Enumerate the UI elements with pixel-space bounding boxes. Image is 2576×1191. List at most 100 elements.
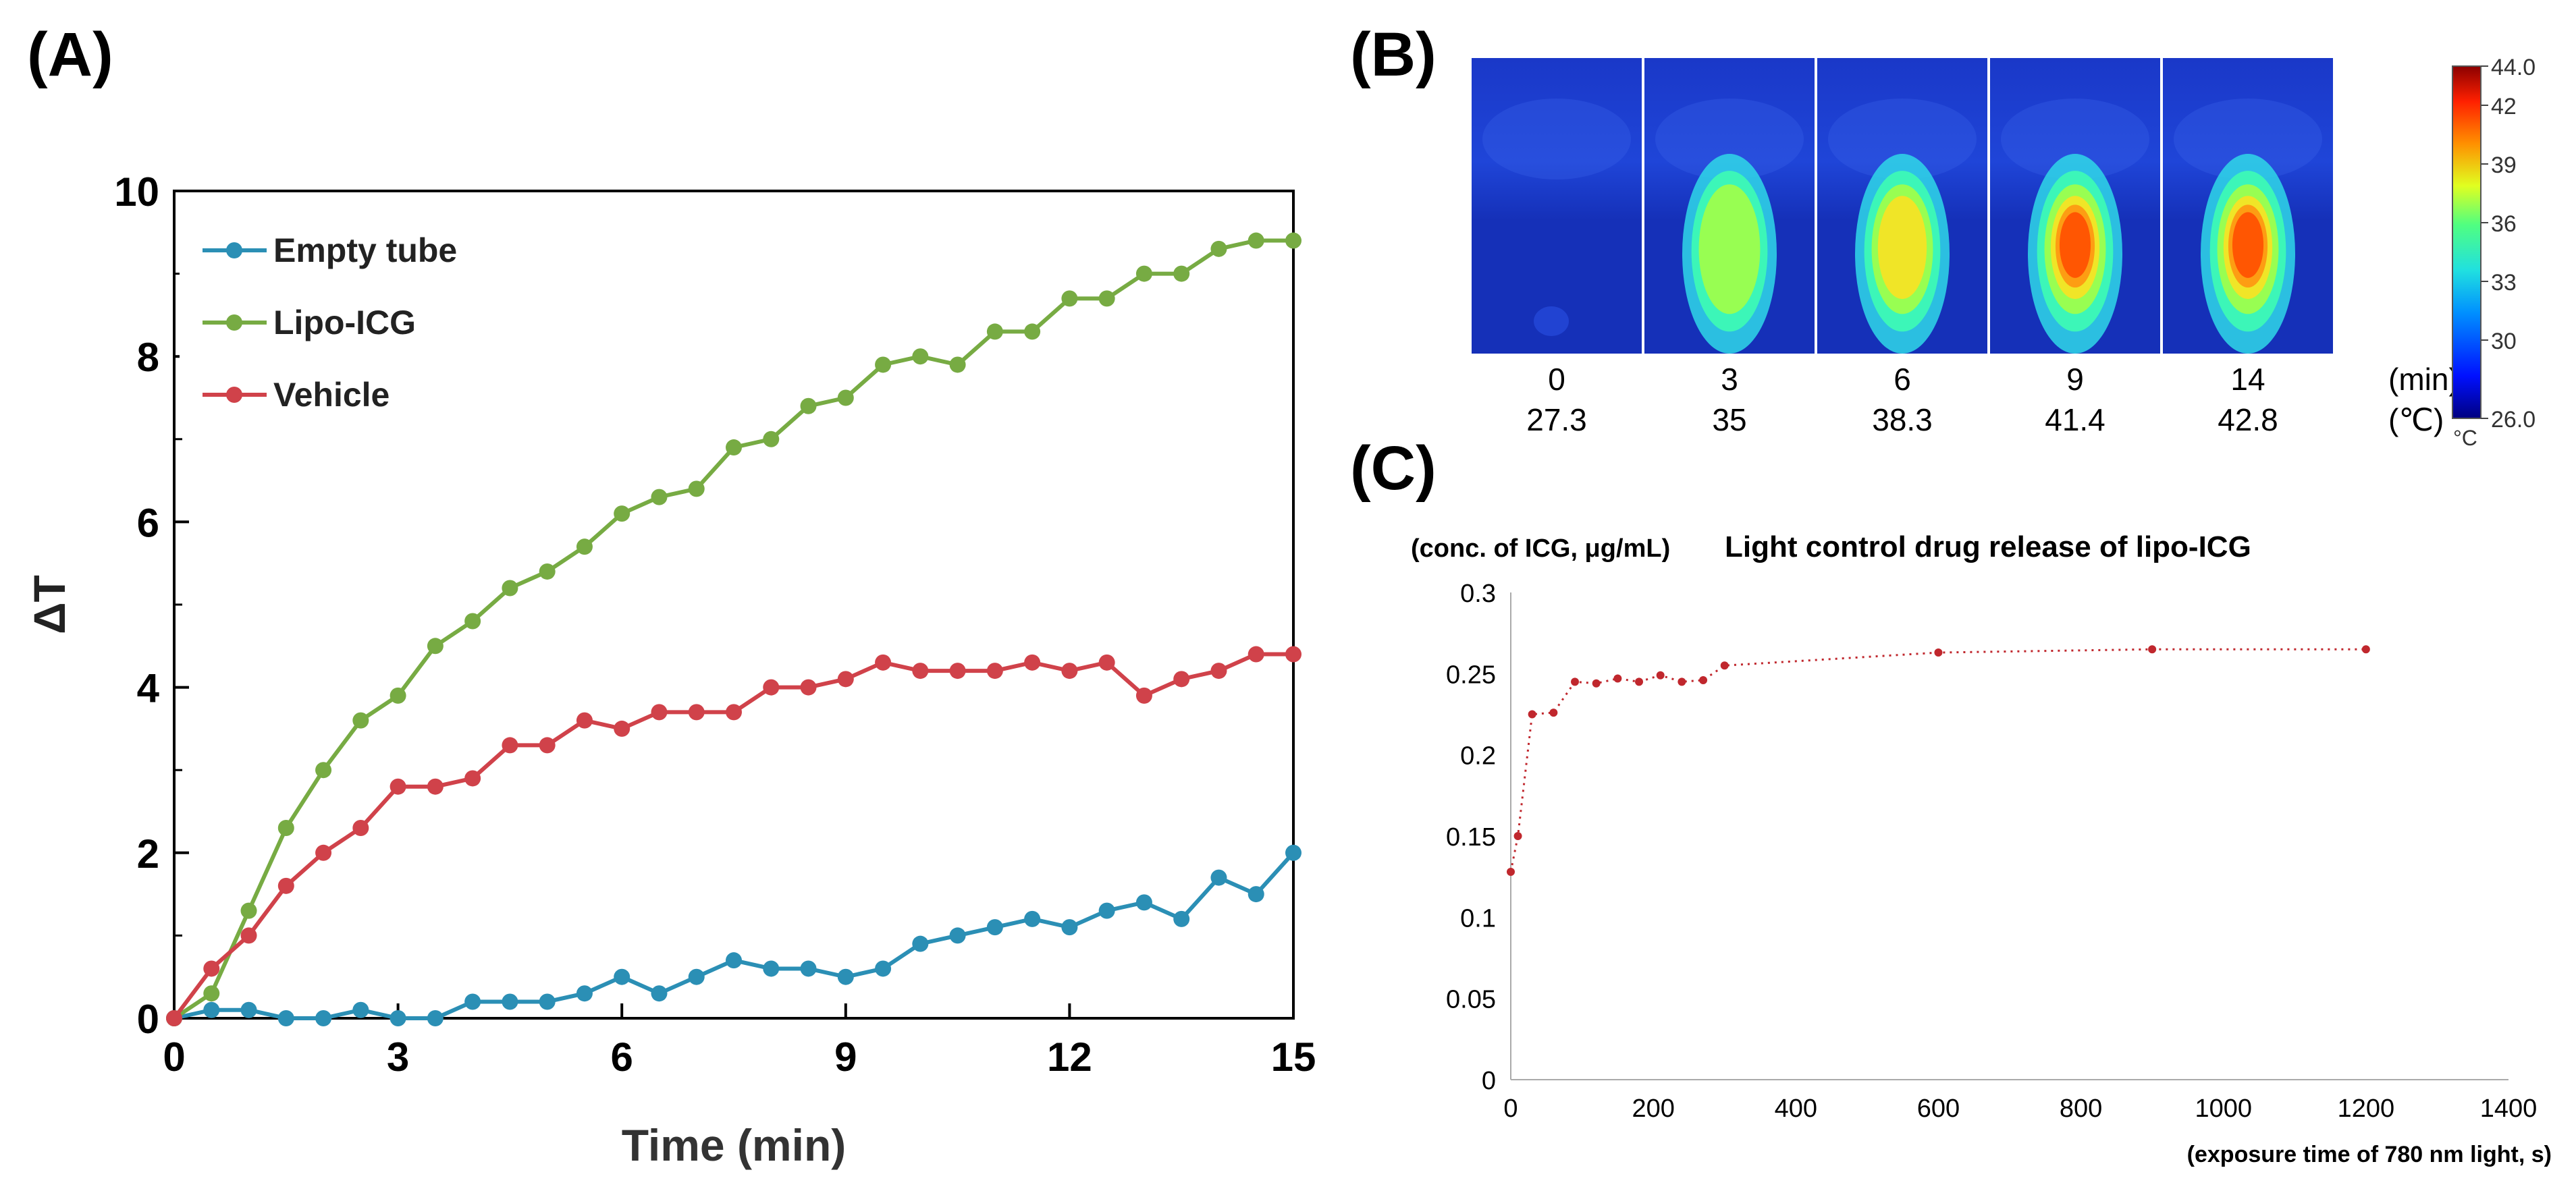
thermal-frame-bg — [1472, 58, 1642, 354]
chart-a-point-2 — [1285, 646, 1302, 663]
chart-a-y-axis-label: ΔT — [24, 575, 74, 634]
colorbar-tick-label: 39 — [2491, 153, 2517, 178]
chart-c-x-tick-label: 1400 — [2480, 1095, 2538, 1123]
chart-a-point-0 — [240, 1001, 257, 1018]
chart-a-point-2 — [651, 704, 668, 721]
chart-c-point — [1513, 832, 1522, 840]
chart-c-x-tick-label: 800 — [2060, 1095, 2102, 1123]
colorbar-tick-label: 36 — [2491, 211, 2517, 237]
chart-a-legend-marker — [226, 387, 242, 403]
chart-c-x-tick-label: 1200 — [2338, 1095, 2395, 1123]
chart-c-x-tick-label: 1000 — [2195, 1095, 2252, 1123]
chart-a-point-1 — [763, 431, 780, 447]
chart-a-point-2 — [1247, 646, 1264, 663]
chart-c-point — [1635, 677, 1644, 686]
tube-cap-glow — [1482, 99, 1631, 179]
chart-a-point-2 — [688, 704, 705, 721]
chart-a-x-tick-label: 12 — [1047, 1034, 1092, 1080]
chart-a-point-1 — [1061, 290, 1078, 307]
chart-a-point-0 — [1135, 894, 1152, 911]
chart-a-y-tick-label: 6 — [137, 500, 159, 545]
chart-a-point-1 — [949, 356, 966, 373]
chart-a-point-2 — [1135, 687, 1152, 704]
chart-c-point — [1549, 709, 1558, 717]
chart-c-y-axis-label: (conc. of ICG, μg/mL) — [1411, 534, 1670, 563]
tube-cap-glow — [2174, 99, 2322, 179]
chart-c-x-tick-label: 600 — [1917, 1095, 1960, 1123]
chart-a-legend: Empty tube Lipo-ICG Vehicle — [180, 202, 497, 425]
chart-a-point-1 — [427, 638, 444, 655]
chart-a-point-1 — [1247, 232, 1264, 249]
heat-glow-layer — [1534, 306, 1569, 336]
chart-a-point-0 — [1173, 910, 1190, 927]
chart-a-point-1 — [502, 580, 518, 597]
chart-a-x-tick-label: 9 — [834, 1034, 857, 1080]
chart-a-point-2 — [539, 737, 556, 754]
chart-a-point-0 — [315, 1010, 332, 1026]
chart-a-legend-marker — [226, 314, 242, 331]
heat-glow-layer — [1877, 196, 1927, 300]
chart-a-point-2 — [240, 927, 257, 944]
chart-a-point-2 — [464, 770, 481, 787]
colorbar-tick-label: 33 — [2491, 270, 2517, 296]
heat-glow-layer — [2232, 212, 2264, 278]
chart-a-point-0 — [912, 935, 929, 952]
colorbar-tick-label: 30 — [2491, 329, 2517, 354]
chart-a-legend-marker — [226, 242, 242, 258]
chart-a-point-1 — [203, 985, 220, 1002]
chart-c-point — [1720, 661, 1729, 670]
chart-a-point-0 — [1247, 886, 1264, 903]
chart-a-point-2 — [203, 960, 220, 977]
chart-a-point-1 — [315, 762, 332, 779]
colorbar — [2452, 65, 2481, 419]
chart-a-point-0 — [1024, 910, 1041, 927]
tube-cap-glow — [1828, 99, 1977, 179]
tube-cap-glow — [2001, 99, 2149, 179]
chart-a-point-1 — [986, 323, 1003, 340]
colorbar-tick-label: 42 — [2491, 94, 2517, 119]
chart-a-point-2 — [1024, 654, 1041, 671]
chart-a-point-0 — [1061, 919, 1078, 936]
chart-c-point — [1613, 674, 1622, 683]
colorbar-tick-label: 44.0 — [2491, 55, 2535, 80]
chart-c-point — [1699, 675, 1708, 684]
chart-a-point-0 — [576, 985, 593, 1002]
chart-a-point-1 — [1098, 290, 1115, 307]
chart-a-point-0 — [203, 1001, 220, 1018]
chart-a-point-0 — [614, 968, 630, 985]
chart-a-point-0 — [949, 927, 966, 944]
chart-c: (conc. of ICG, μg/mL) Light control drug… — [1411, 530, 2552, 1167]
chart-c-point — [1507, 867, 1515, 876]
chart-a-point-0 — [502, 993, 518, 1010]
frame-temp-label: 42.8 — [2218, 402, 2278, 437]
chart-a-x-tick-label: 15 — [1271, 1034, 1316, 1080]
chart-a-point-0 — [986, 919, 1003, 936]
chart-c-x-tick-label: 0 — [1503, 1095, 1518, 1123]
heat-glow-layer — [1698, 184, 1761, 314]
chart-a-point-2 — [614, 720, 630, 737]
frame-temp-label: 41.4 — [2045, 402, 2105, 437]
frame-time-label: 6 — [1894, 362, 1911, 397]
chart-a-point-1 — [352, 712, 369, 729]
thermal-frame-1 — [1644, 58, 1815, 354]
time-unit-label: (min) — [2388, 362, 2459, 397]
chart-c-point — [2148, 645, 2157, 654]
chart-a-point-2 — [576, 712, 593, 729]
chart-a-point-1 — [576, 538, 593, 555]
chart-c-y-tick-label: 0 — [1482, 1067, 1496, 1095]
chart-a-point-2 — [875, 654, 892, 671]
chart-a-point-1 — [1210, 240, 1227, 257]
chart-a-point-0 — [837, 968, 854, 985]
frame-time-label: 3 — [1721, 362, 1738, 397]
chart-a-point-1 — [1135, 265, 1152, 282]
chart-a-y-tick-label: 10 — [114, 169, 159, 215]
chart-a-point-1 — [912, 348, 929, 365]
chart-a-point-2 — [912, 663, 929, 680]
chart-a-legend-label: Empty tube — [273, 231, 457, 269]
chart-c-point — [1678, 677, 1686, 686]
colorbar-unit: °C — [2453, 426, 2477, 450]
chart-c-y-tick-label: 0.05 — [1446, 986, 1496, 1014]
chart-a-point-2 — [1098, 654, 1115, 671]
temp-unit-label: (℃) — [2388, 402, 2444, 437]
